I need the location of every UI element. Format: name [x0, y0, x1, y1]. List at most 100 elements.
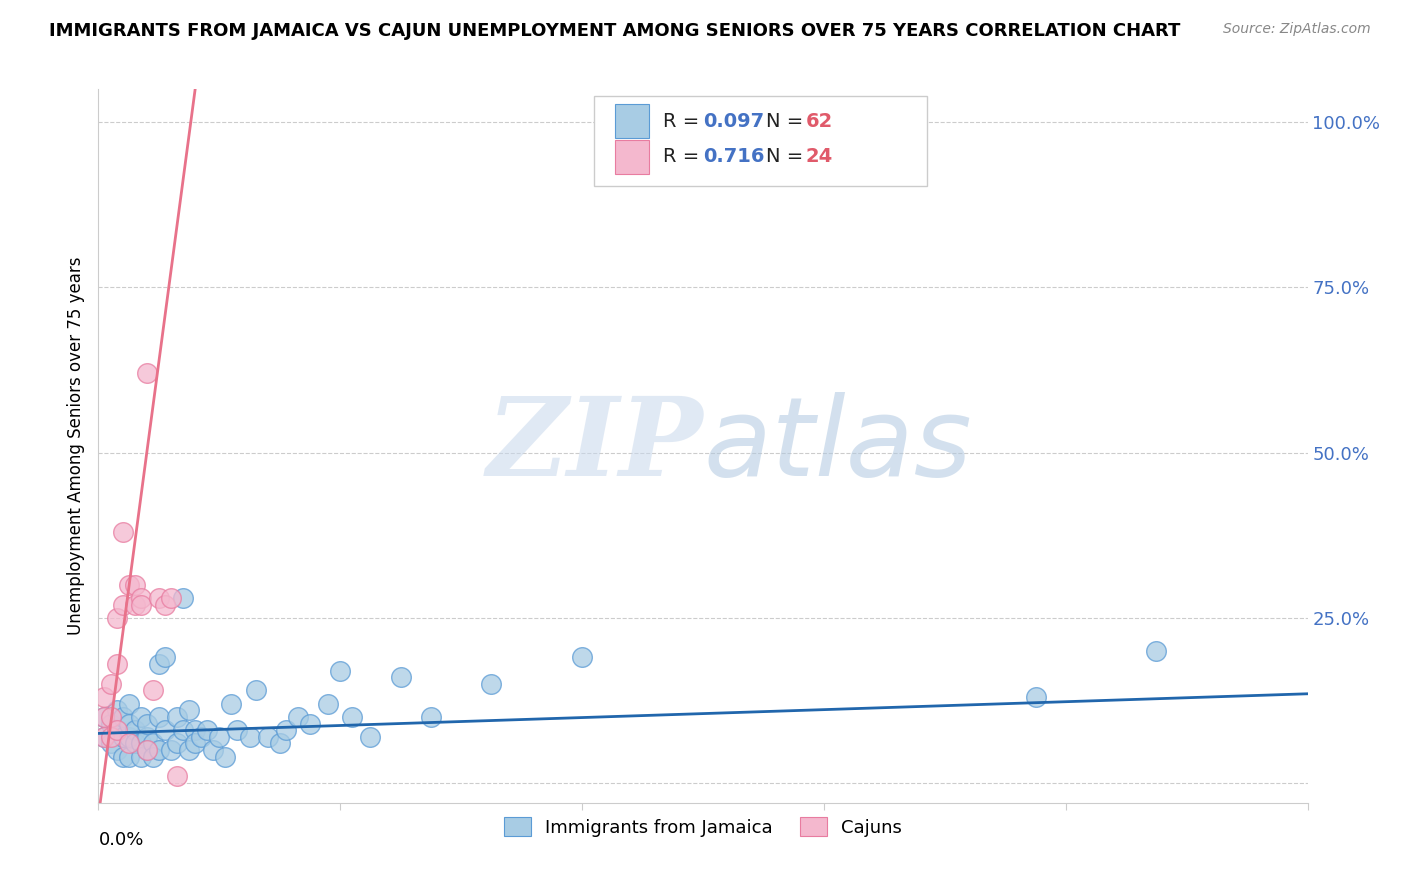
Point: [100, 716, 122, 731]
Point: [135, 743, 157, 757]
Point: [105, 703, 128, 717]
FancyBboxPatch shape: [614, 104, 648, 138]
Point: [100, 736, 122, 750]
Point: [118, 578, 141, 592]
Text: 0.097: 0.097: [703, 112, 763, 131]
Point: [256, 730, 278, 744]
Point: [118, 716, 141, 731]
Point: [105, 723, 128, 738]
Point: [135, 716, 157, 731]
Text: R =: R =: [664, 147, 706, 167]
Point: [105, 723, 128, 738]
Text: 24: 24: [806, 147, 832, 167]
Point: [481, 677, 503, 691]
Y-axis label: Unemployment Among Seniors over 75 years: Unemployment Among Seniors over 75 years: [67, 257, 86, 635]
Point: [160, 591, 183, 605]
Point: [166, 710, 188, 724]
Point: [195, 723, 218, 738]
Text: 0.0%: 0.0%: [98, 831, 143, 849]
Point: [93, 730, 115, 744]
Point: [148, 743, 170, 757]
Point: [342, 710, 364, 724]
Point: [142, 749, 165, 764]
Point: [118, 730, 141, 744]
Point: [93, 710, 115, 724]
Point: [1024, 690, 1046, 704]
Point: [274, 723, 297, 738]
Text: R =: R =: [664, 112, 706, 131]
Point: [287, 710, 309, 724]
Text: 0.716: 0.716: [703, 147, 765, 167]
Point: [111, 598, 134, 612]
Point: [135, 730, 157, 744]
Point: [93, 710, 115, 724]
Point: [105, 611, 128, 625]
Point: [299, 716, 322, 731]
Point: [153, 723, 176, 738]
Text: atlas: atlas: [703, 392, 972, 500]
Point: [160, 743, 183, 757]
Point: [142, 683, 165, 698]
Point: [111, 710, 134, 724]
Point: [226, 723, 249, 738]
Point: [129, 598, 152, 612]
Point: [179, 703, 201, 717]
FancyBboxPatch shape: [614, 140, 648, 174]
Point: [269, 736, 291, 750]
Point: [93, 730, 115, 744]
Point: [111, 524, 134, 539]
Text: ZIP: ZIP: [486, 392, 703, 500]
Point: [124, 598, 146, 612]
Point: [329, 664, 352, 678]
Point: [214, 749, 236, 764]
Point: [153, 598, 176, 612]
Point: [129, 591, 152, 605]
Point: [118, 749, 141, 764]
Point: [124, 736, 146, 750]
Point: [100, 710, 122, 724]
Point: [360, 730, 382, 744]
Point: [166, 736, 188, 750]
Point: [190, 730, 212, 744]
Point: [148, 710, 170, 724]
Point: [184, 723, 207, 738]
Point: [135, 743, 157, 757]
Point: [129, 710, 152, 724]
Text: N =: N =: [766, 112, 810, 131]
Point: [184, 736, 207, 750]
Point: [100, 730, 122, 744]
Point: [118, 736, 141, 750]
Text: IMMIGRANTS FROM JAMAICA VS CAJUN UNEMPLOYMENT AMONG SENIORS OVER 75 YEARS CORREL: IMMIGRANTS FROM JAMAICA VS CAJUN UNEMPLO…: [49, 22, 1181, 40]
Point: [389, 670, 412, 684]
Point: [129, 749, 152, 764]
Point: [148, 657, 170, 671]
Point: [239, 730, 262, 744]
Point: [111, 730, 134, 744]
Point: [166, 769, 188, 783]
Point: [135, 367, 157, 381]
Point: [153, 650, 176, 665]
Point: [316, 697, 339, 711]
Legend: Immigrants from Jamaica, Cajuns: Immigrants from Jamaica, Cajuns: [496, 809, 910, 844]
Point: [93, 690, 115, 704]
Point: [172, 591, 194, 605]
Text: Source: ZipAtlas.com: Source: ZipAtlas.com: [1223, 22, 1371, 37]
Point: [202, 743, 225, 757]
Point: [1144, 644, 1167, 658]
Point: [111, 749, 134, 764]
Point: [148, 591, 170, 605]
Point: [179, 743, 201, 757]
Point: [129, 736, 152, 750]
Text: 62: 62: [806, 112, 832, 131]
Point: [221, 697, 243, 711]
Point: [142, 736, 165, 750]
Point: [124, 578, 146, 592]
FancyBboxPatch shape: [595, 96, 927, 186]
Point: [118, 697, 141, 711]
Point: [105, 657, 128, 671]
Point: [105, 743, 128, 757]
Point: [571, 650, 593, 665]
Point: [208, 730, 231, 744]
Point: [245, 683, 267, 698]
Text: N =: N =: [766, 147, 810, 167]
